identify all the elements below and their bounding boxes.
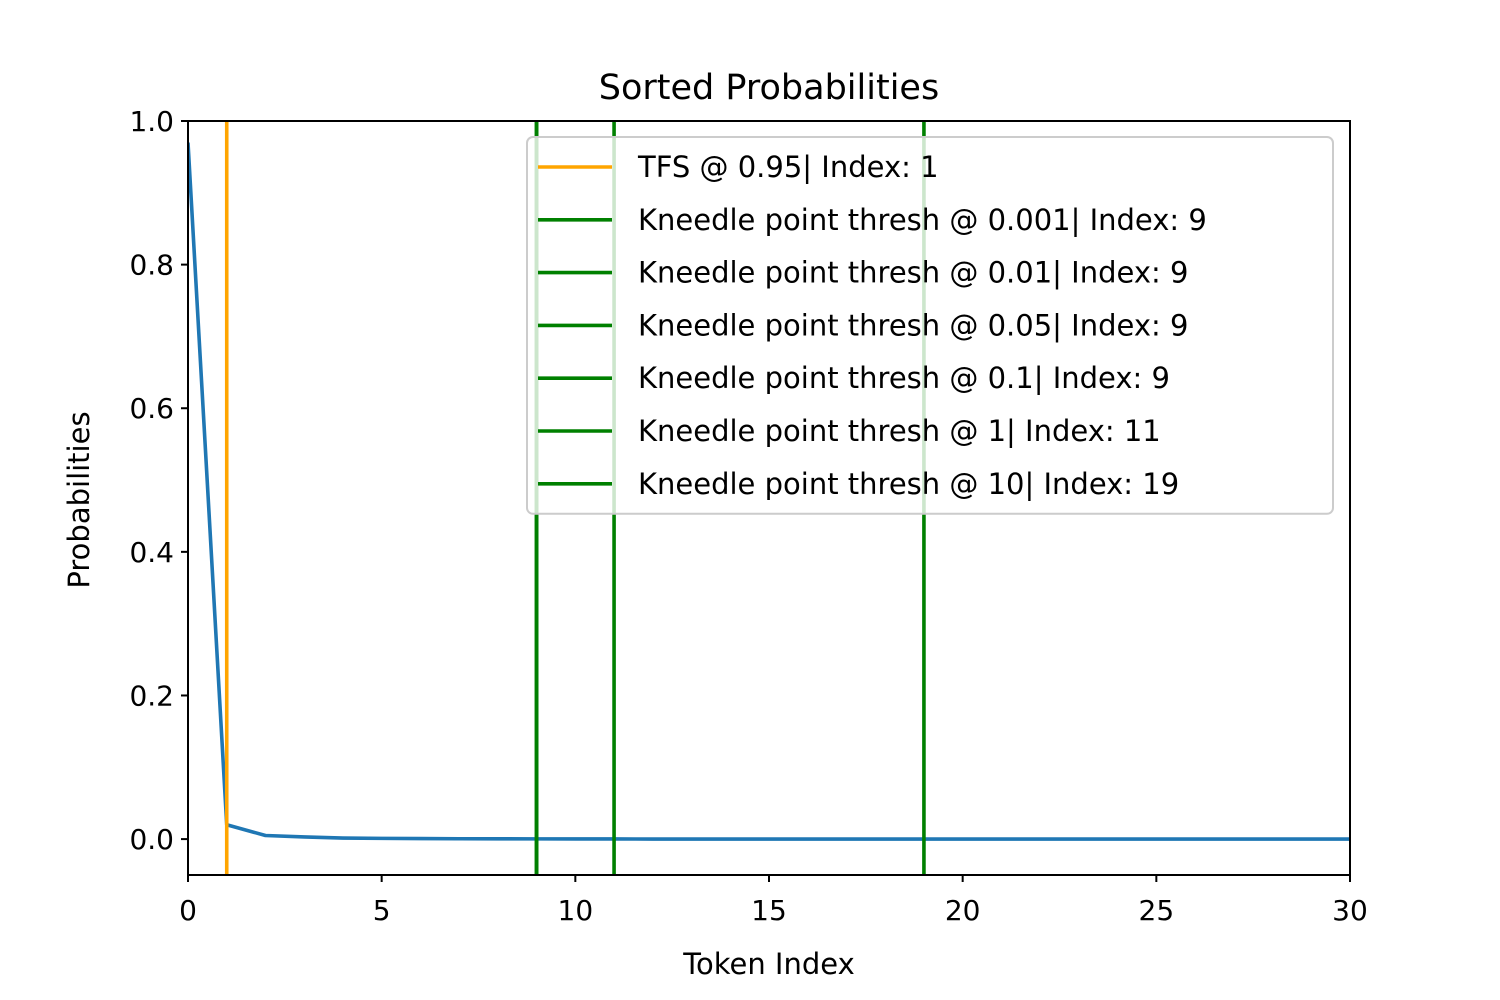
y-tick-label: 0.8 — [129, 249, 174, 282]
legend-label: Kneedle point thresh @ 0.05| Index: 9 — [638, 308, 1188, 342]
legend-label: Kneedle point thresh @ 0.001| Index: 9 — [638, 203, 1207, 237]
y-tick-label: 0.2 — [129, 679, 174, 712]
x-tick-label: 15 — [751, 894, 787, 927]
x-tick-label: 25 — [1139, 894, 1175, 927]
x-tick-label: 0 — [179, 894, 197, 927]
x-tick-label: 10 — [558, 894, 594, 927]
y-tick-label: 0.6 — [129, 392, 174, 425]
y-axis-title: Probabilities — [62, 411, 96, 588]
chart-title: Sorted Probabilities — [599, 68, 939, 108]
y-tick-label: 0.0 — [129, 823, 174, 856]
legend-label: Kneedle point thresh @ 0.1| Index: 9 — [638, 361, 1170, 395]
x-axis-title: Token Index — [682, 947, 855, 981]
legend-label: Kneedle point thresh @ 1| Index: 11 — [638, 414, 1161, 448]
legend-box — [526, 136, 1334, 515]
x-tick-label: 30 — [1332, 894, 1368, 927]
y-tick-label: 0.4 — [129, 536, 174, 569]
legend-label: Kneedle point thresh @ 10| Index: 19 — [638, 467, 1179, 501]
series-line-0 — [188, 142, 1350, 841]
legend-label: TFS @ 0.95| Index: 1 — [637, 150, 939, 184]
x-tick-label: 20 — [945, 894, 981, 927]
legend-label: Kneedle point thresh @ 0.01| Index: 9 — [638, 256, 1188, 290]
x-tick-label: 5 — [373, 894, 391, 927]
y-tick-label: 1.0 — [129, 105, 174, 138]
